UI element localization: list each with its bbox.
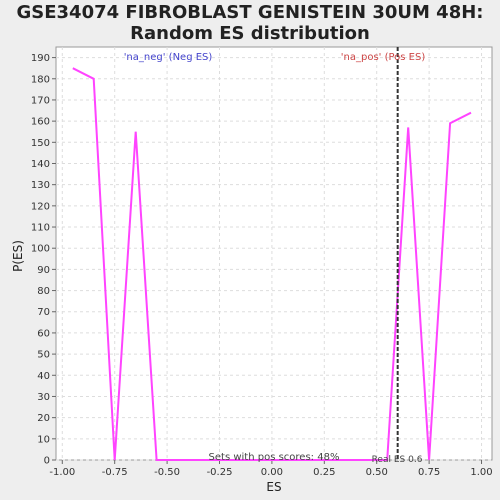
y-tick-label: 70 xyxy=(37,307,50,318)
x-tick-label: 0.75 xyxy=(418,467,440,478)
y-axis-label: P(ES) xyxy=(11,240,25,272)
x-tick-label: 0.00 xyxy=(261,467,283,478)
plot-area xyxy=(55,46,493,461)
y-axis-ticks: 0 10 20 30 40 50 60 70 80 90 100 110 120 130 140 150 160… xyxy=(31,53,56,467)
real-es-label: Real ES 0.6 xyxy=(372,455,423,465)
x-tick-label: -0.75 xyxy=(102,467,128,478)
y-tick-label: 90 xyxy=(37,265,50,276)
neg-es-label: 'na_neg' (Neg ES) xyxy=(124,52,213,63)
y-tick-label: 10 xyxy=(37,434,50,445)
y-tick-label: 100 xyxy=(31,244,50,255)
x-tick-label: -0.25 xyxy=(207,467,233,478)
y-tick-label: 50 xyxy=(37,350,50,361)
y-tick-label: 130 xyxy=(31,180,50,191)
x-tick-label: 1.00 xyxy=(470,467,492,478)
y-tick-label: 190 xyxy=(31,53,50,64)
sets-pos-score-label: Sets with pos scores: 48% xyxy=(209,452,340,463)
x-tick-label: 0.50 xyxy=(366,467,388,478)
chart-title-line-1: GSE34074 FIBROBLAST GENISTEIN 30UM 48H: xyxy=(16,2,484,23)
series-line xyxy=(72,67,472,461)
y-tick-label: 170 xyxy=(31,95,50,106)
y-tick-label: 80 xyxy=(37,286,50,297)
y-tick-label: 120 xyxy=(31,201,50,212)
x-tick-label: -1.00 xyxy=(49,467,75,478)
y-tick-label: 150 xyxy=(31,138,50,149)
y-tick-label: 110 xyxy=(31,223,50,234)
y-tick-label: 160 xyxy=(31,117,50,128)
x-tick-label: -0.50 xyxy=(154,467,180,478)
y-tick-label: 40 xyxy=(37,371,50,382)
y-tick-label: 0 xyxy=(44,456,50,467)
chart-title-line-2: Random ES distribution xyxy=(130,23,370,44)
x-axis-label: ES xyxy=(266,480,281,494)
x-tick-label: 0.25 xyxy=(313,467,335,478)
y-tick-label: 30 xyxy=(37,392,50,403)
y-tick-label: 20 xyxy=(37,413,50,424)
pos-es-label: 'na_pos' (Pos ES) xyxy=(341,52,426,63)
x-axis-ticks: -1.00 -0.75 -0.50 -0.25 0.00 0.25 0.50 0.75 1.00 xyxy=(49,460,493,478)
y-tick-label: 180 xyxy=(31,74,50,85)
y-tick-label: 60 xyxy=(37,328,50,339)
y-tick-label: 140 xyxy=(31,159,50,170)
